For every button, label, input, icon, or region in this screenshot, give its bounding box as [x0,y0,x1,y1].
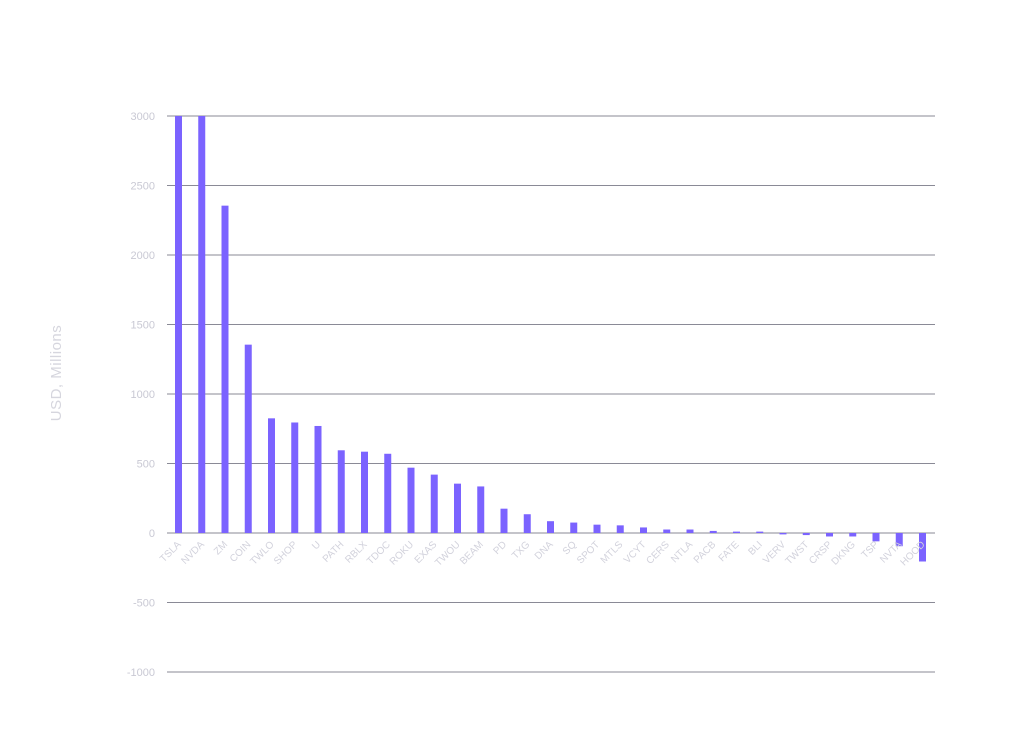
x-tick-label: DKNG [830,539,858,567]
bar-txg [523,514,531,533]
bar-rblx [361,451,368,533]
y-tick-label: 2000 [131,250,155,262]
x-tick-label: PD [492,539,510,557]
y-tick-label: 0 [149,528,155,540]
x-tick-label: MTLS [599,539,626,566]
bar-vcyt [640,527,647,533]
bar-twou [454,483,461,533]
bar-nvta [895,533,903,547]
bar-tsla [175,116,182,533]
x-tick-label: TWOU [433,539,462,568]
bar-ntla [686,529,694,533]
bars [175,116,926,562]
bar-twst [802,533,810,536]
bar-sq [570,522,578,533]
bar-beam [477,486,485,533]
x-tick-label: NVDA [179,539,207,567]
bar-nvda [198,116,206,533]
bar-mtls [616,525,624,533]
x-tick-label: PACB [692,539,719,566]
bar-hood [919,533,926,562]
x-tick-label: SQ [561,539,579,557]
bar-dna [547,521,554,533]
bar-fate [733,531,740,533]
bar-tsp [872,533,880,542]
bar-pd [500,508,508,533]
y-tick-label: 1500 [131,320,155,332]
x-tick-label: TWST [784,539,812,567]
bar-coin [244,344,252,533]
x-tick-label: TXG [510,539,532,561]
y-tick-label: -500 [133,598,155,610]
x-tick-label: ZM [212,539,230,557]
gridlines [167,115,935,673]
x-tick-label: SPOT [575,539,602,566]
bar-cers [663,529,671,533]
x-tick-label: CRSP [807,539,835,567]
bar-dkng [849,533,857,537]
x-tick-label: PATH [321,539,347,565]
y-axis-ticks: 3000 2500 2000 1500 1000 500 0 -500 -1000 [127,111,155,679]
x-tick-label: CERS [644,539,672,567]
x-tick-label: VCYT [622,539,649,566]
bar-path [337,450,345,533]
bar-u [314,425,322,533]
bar-verv [779,533,787,535]
x-tick-label: NTLA [669,539,695,565]
bar-crsp [826,533,833,537]
x-tick-label: FATE [717,539,742,564]
y-tick-label: 3000 [131,111,155,123]
bar-roku [407,467,415,533]
x-tick-label: VERV [761,539,788,566]
bar-pacb [709,530,717,533]
x-tick-label: U [310,539,323,552]
x-tick-label: SHOP [272,539,300,567]
x-tick-label: DNA [533,539,556,562]
y-tick-label: 500 [137,459,155,471]
bar-bli [756,531,764,533]
x-tick-label: BLI [746,539,764,557]
bar-tdoc [384,453,392,533]
x-tick-label: TWLO [248,539,276,567]
x-tick-label: BEAM [458,539,486,567]
x-tick-label: RBLX [343,539,369,565]
x-tick-label: ROKU [388,539,416,567]
bar-zm [221,205,229,533]
bar-twlo [268,418,275,533]
bar-spot [593,524,601,533]
bar-exas [430,474,438,533]
y-tick-label: 2500 [131,181,155,193]
bar-shop [291,422,299,533]
x-tick-label: TDOC [365,539,393,567]
y-tick-label: -1000 [127,667,155,679]
y-axis-label: USD, Millions [48,325,65,422]
y-tick-label: 1000 [131,389,155,401]
x-tick-label: TSLA [158,539,184,565]
